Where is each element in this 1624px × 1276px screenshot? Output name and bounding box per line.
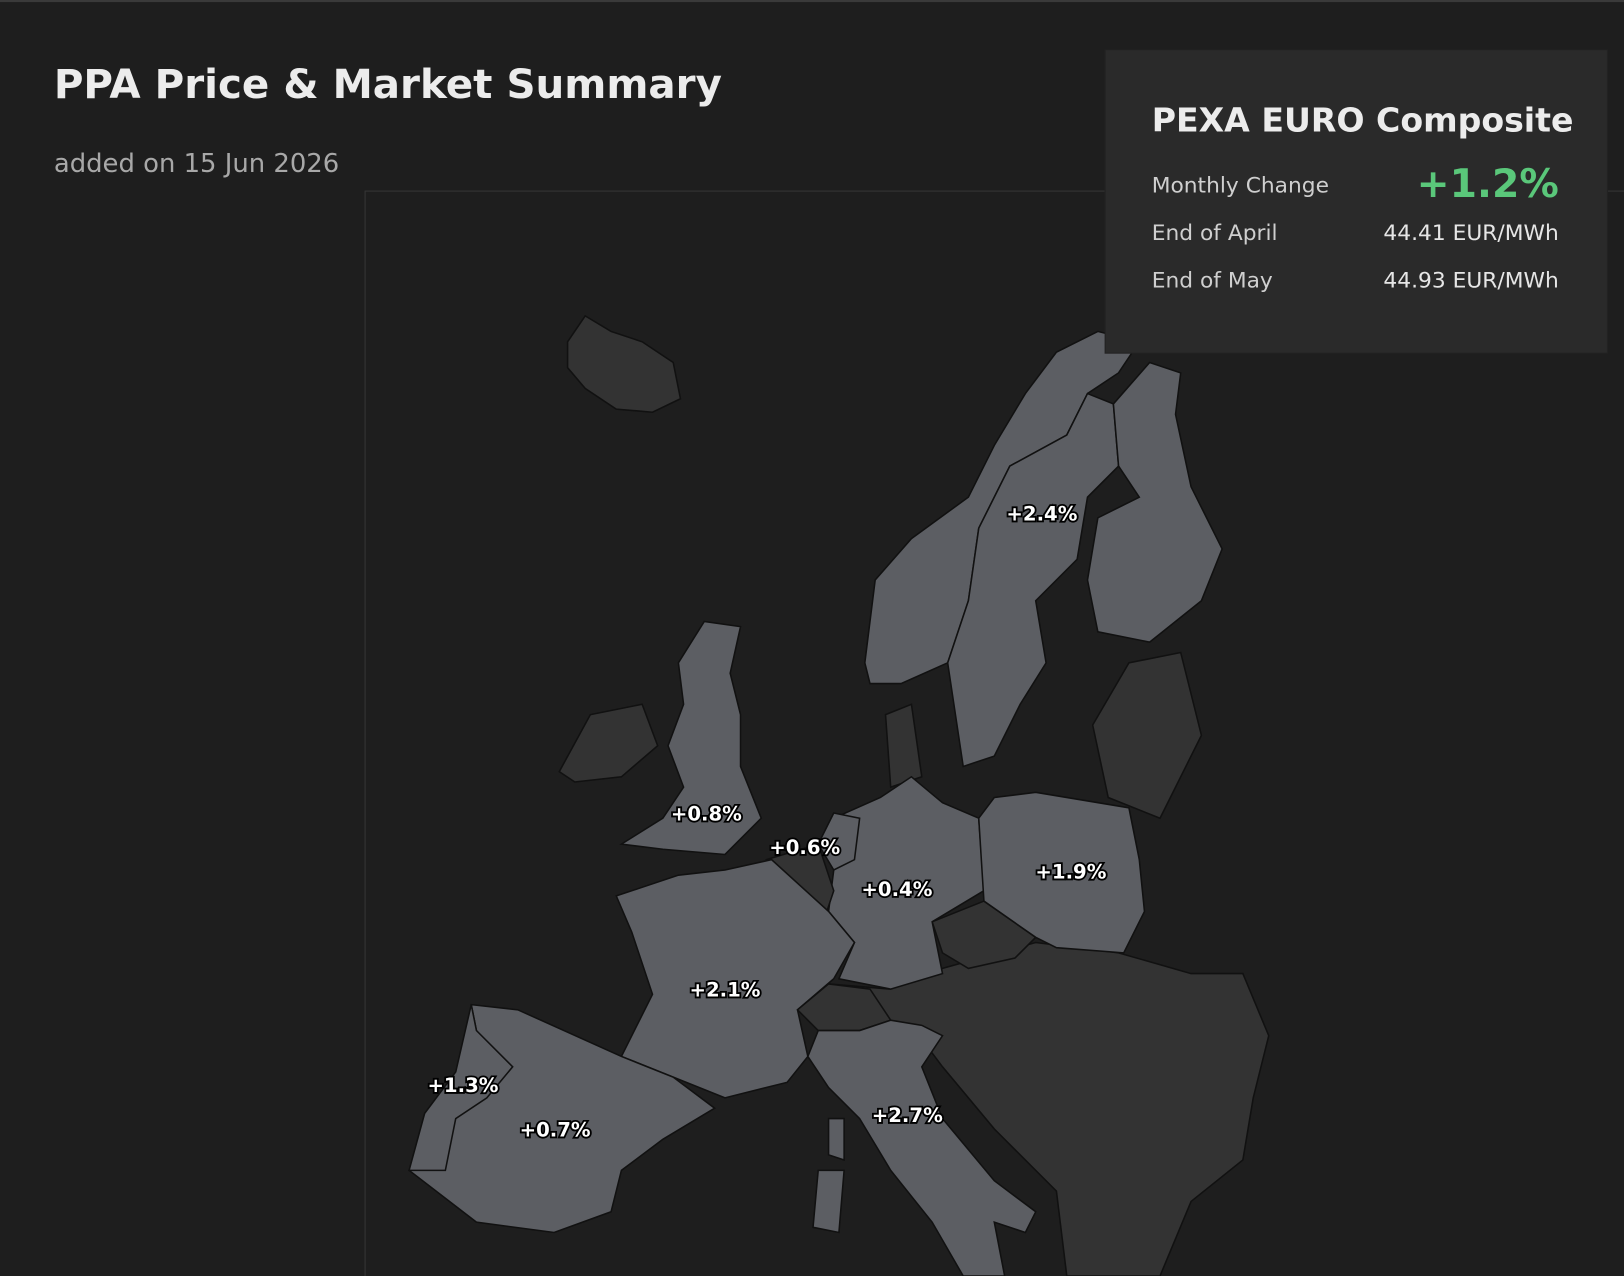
country [1086, 361, 1223, 643]
row-value: 44.93 EUR/MWh [1383, 269, 1558, 294]
map-label: +2.4% [1006, 502, 1077, 525]
country [619, 620, 763, 856]
row-label: End of April [1152, 221, 1278, 246]
row-value: 44.41 EUR/MWh [1383, 221, 1558, 246]
map-label: +1.9% [1035, 861, 1106, 884]
map-label: +0.4% [861, 878, 932, 901]
country [977, 791, 1146, 954]
map-label: +2.7% [872, 1104, 943, 1127]
map-label: +2.1% [690, 979, 761, 1002]
map-label: +0.7% [520, 1119, 591, 1142]
country [817, 812, 861, 872]
row-label: End of May [1152, 269, 1273, 294]
row-label: Monthly Change [1152, 173, 1329, 198]
country [827, 1117, 845, 1162]
country [812, 1169, 845, 1234]
country [408, 1004, 514, 1172]
country [615, 858, 856, 1099]
page-title: PPA Price & Market Summary [54, 61, 722, 108]
row-value: +1.2% [1417, 161, 1559, 207]
top-border [0, 0, 1624, 3]
map-label: +0.8% [671, 803, 742, 826]
country [884, 703, 923, 789]
map-label: +1.3% [427, 1074, 498, 1097]
map-label: +0.6% [769, 836, 840, 859]
country [806, 1019, 1037, 1276]
country [1091, 651, 1203, 820]
page-subtitle: added on 15 Jun 2026 [54, 149, 339, 179]
country [566, 314, 682, 414]
country [558, 703, 659, 783]
summary-card: PEXA EURO Composite Monthly Change +1.2%… [1104, 49, 1608, 354]
card-panel [1104, 49, 1608, 354]
card-title: PEXA EURO Composite [1152, 101, 1574, 140]
map: +2.4% +0.8% +0.6% +0.4% +1.9% +2.1% +1.3… [364, 190, 1624, 1276]
